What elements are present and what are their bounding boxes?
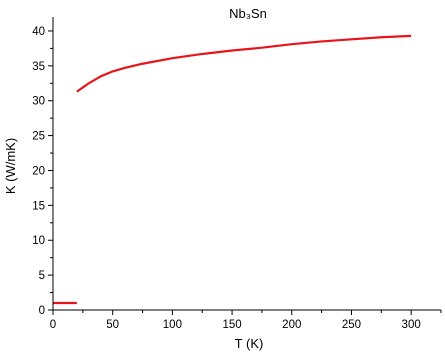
x-tick-label: 250 xyxy=(342,319,361,331)
x-tick-label: 300 xyxy=(402,319,421,331)
y-tick-label: 30 xyxy=(32,96,45,108)
y-axis: 0 5 10 15 20 25 30 35 40 xyxy=(32,17,54,317)
x-tick-label: 50 xyxy=(106,319,119,331)
x-tick-label: 0 xyxy=(50,319,56,331)
series-line-segment-2 xyxy=(76,34,412,93)
y-tick-label: 15 xyxy=(32,200,45,212)
y-tick-label: 10 xyxy=(32,235,45,247)
y-tick-label: 5 xyxy=(39,270,45,282)
x-tick-label: 100 xyxy=(163,319,182,331)
x-axis: 0 50 100 150 200 250 300 xyxy=(50,309,442,331)
y-tick-label: 0 xyxy=(39,305,45,317)
x-axis-title: T (K) xyxy=(235,336,264,351)
plot-area xyxy=(53,34,412,305)
y-tick-label: 35 xyxy=(32,61,45,73)
chart-title: Nb₃Sn xyxy=(229,6,267,21)
x-tick-label: 200 xyxy=(282,319,301,331)
y-tick-label: 40 xyxy=(32,26,45,38)
y-axis-title: K (W/mK) xyxy=(3,138,18,194)
x-tick-label: 150 xyxy=(222,319,241,331)
y-tick-label: 20 xyxy=(32,165,45,177)
y-tick-label: 25 xyxy=(32,131,45,143)
